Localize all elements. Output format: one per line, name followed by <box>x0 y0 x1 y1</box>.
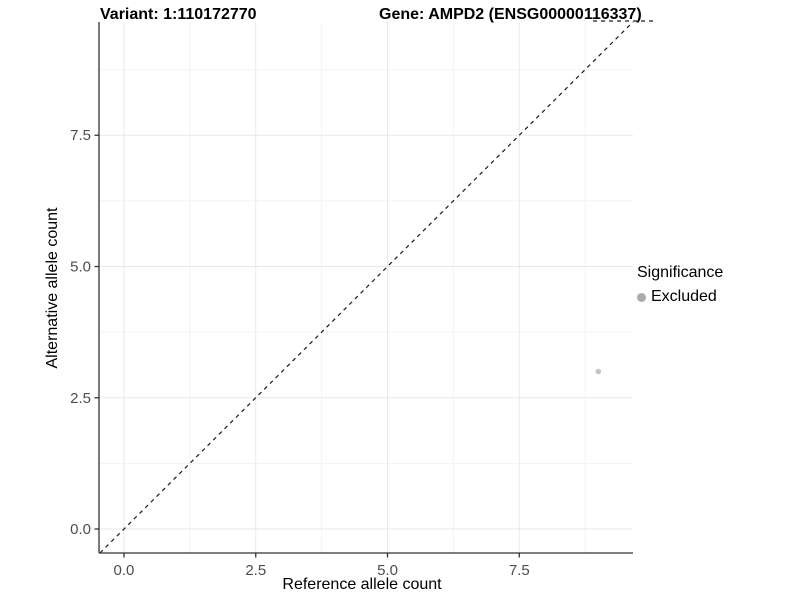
y-tick-label: 7.5 <box>70 127 91 144</box>
plot-title-variant: Variant: 1:110172770 <box>100 6 257 23</box>
legend-item-excluded: Excluded <box>637 288 723 306</box>
legend: Significance Excluded <box>637 264 723 306</box>
y-axis-title: Alternative allele count <box>44 207 61 369</box>
legend-item-label: Excluded <box>651 288 717 305</box>
identity-dashed-line <box>99 21 634 554</box>
x-tick-label: 5.0 <box>377 562 398 579</box>
x-tick-label: 2.5 <box>245 562 266 579</box>
plot-title-gene: Gene: AMPD2 (ENSG00000116337) <box>379 6 642 23</box>
y-tick-label: 0.0 <box>70 521 91 538</box>
x-tick-label: 7.5 <box>509 562 530 579</box>
legend-key-point-icon <box>637 292 646 302</box>
data-point <box>595 368 602 375</box>
y-tick-label: 5.0 <box>70 258 91 275</box>
x-tick-label: 0.0 <box>114 562 135 579</box>
y-tick-label: 2.5 <box>70 390 91 407</box>
x-axis-title: Reference allele count <box>282 576 442 593</box>
legend-title: Significance <box>637 264 724 281</box>
